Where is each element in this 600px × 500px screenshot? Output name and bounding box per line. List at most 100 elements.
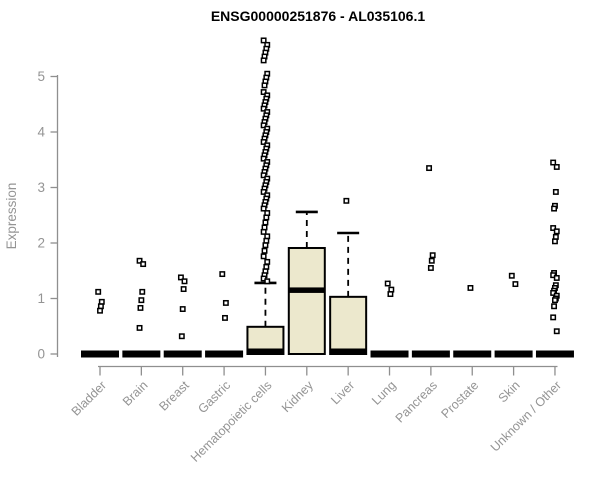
outlier-point <box>260 57 267 64</box>
outlier-point <box>97 307 103 314</box>
chart-title: ENSG00000251876 - AL035106.1 <box>211 8 426 24</box>
outlier-point <box>552 297 558 304</box>
outlier-point <box>180 286 187 293</box>
box-group <box>535 159 574 358</box>
outlier-point <box>136 257 143 264</box>
outlier-point <box>260 89 267 95</box>
box-group <box>329 197 368 355</box>
outlier-point <box>136 324 143 331</box>
y-tick-label: 2 <box>37 236 45 251</box>
box-group <box>494 272 533 358</box>
outlier-point <box>178 333 185 340</box>
collapsed-box-bar <box>535 350 574 358</box>
collapsed-box-bar <box>370 350 409 358</box>
outlier-point <box>260 228 267 235</box>
outlier-point <box>139 288 146 295</box>
box-group <box>287 210 326 355</box>
outlier-point <box>264 278 271 285</box>
outlier-point <box>508 272 515 279</box>
x-category-label: Brain <box>120 378 151 409</box>
outlier-point <box>262 242 269 249</box>
outlier-point <box>551 303 558 310</box>
y-tick-label: 5 <box>37 69 45 84</box>
outlier-point <box>140 261 147 268</box>
outlier-point <box>552 238 558 245</box>
outlier-point <box>426 165 433 172</box>
outlier-point <box>384 280 391 287</box>
outlier-point <box>138 297 145 304</box>
x-category-label: Liver <box>328 378 357 407</box>
y-tick-label: 1 <box>37 291 45 306</box>
x-category-label: Pancreas <box>393 378 440 425</box>
outlier-point <box>137 304 144 311</box>
outlier-point <box>387 291 394 298</box>
outlier-point <box>550 159 557 166</box>
median-line <box>247 348 284 354</box>
outlier-point <box>428 257 435 264</box>
outlier-point <box>262 219 269 226</box>
outlier-point <box>553 164 560 170</box>
box-group <box>411 165 450 358</box>
x-category-label: Breast <box>156 378 192 414</box>
y-tick-label: 4 <box>37 125 45 140</box>
outlier-point <box>553 228 560 235</box>
outlier-point <box>343 197 350 204</box>
outlier-point <box>260 37 267 44</box>
box-group <box>122 257 161 358</box>
outlier-point <box>553 275 560 281</box>
outlier-point <box>263 214 270 221</box>
y-axis-label: Expression <box>4 183 19 250</box>
outlier-point <box>181 278 188 285</box>
outlier-point <box>260 188 267 195</box>
outlier-point <box>550 225 557 231</box>
collapsed-box-bar <box>81 350 119 358</box>
outlier-point <box>261 247 268 254</box>
box-group <box>81 288 119 358</box>
box-group <box>370 280 409 358</box>
box-group <box>163 274 202 358</box>
outlier-point <box>222 299 229 306</box>
box-group <box>205 271 244 358</box>
x-category-label: Prostate <box>439 378 482 421</box>
y-tick-label: 0 <box>37 347 45 362</box>
x-category-label: Bladder <box>69 378 109 418</box>
outlier-point <box>260 122 267 129</box>
outlier-point <box>550 314 557 321</box>
outlier-point <box>177 274 184 281</box>
outlier-point <box>260 205 267 212</box>
outlier-point <box>264 258 271 265</box>
y-tick-label: 3 <box>37 180 45 195</box>
outlier-point <box>222 314 228 321</box>
x-category-label: Kidney <box>279 378 316 415</box>
collapsed-box-bar <box>411 350 450 358</box>
outlier-point <box>260 139 267 145</box>
box-group <box>246 37 285 355</box>
outlier-point <box>429 252 436 259</box>
outlier-point <box>261 82 268 89</box>
y-axis: 0 1 2 3 4 5 <box>37 69 59 362</box>
collapsed-box-bar <box>122 350 161 358</box>
x-category-label: Unknown / Other <box>488 378 564 454</box>
outlier-point <box>553 328 560 335</box>
x-category-label: Hematopoietic cells <box>188 378 275 465</box>
outlier-point <box>467 285 474 291</box>
median-line <box>330 348 367 354</box>
outlier-point <box>219 271 226 278</box>
outlier-point <box>427 265 434 271</box>
collapsed-box-bar <box>163 350 202 358</box>
box-rect <box>287 246 326 355</box>
plot-area <box>81 37 574 358</box>
outlier-point <box>551 205 558 212</box>
median-line <box>288 287 325 293</box>
collapsed-box-bar <box>494 350 533 358</box>
collapsed-box-bar <box>205 350 244 358</box>
outlier-point <box>260 172 267 179</box>
outlier-point <box>179 306 186 312</box>
outlier-point <box>260 155 267 162</box>
collapsed-box-bar <box>453 350 492 358</box>
outlier-point <box>260 105 267 112</box>
x-category-label: Gastric <box>195 378 233 416</box>
